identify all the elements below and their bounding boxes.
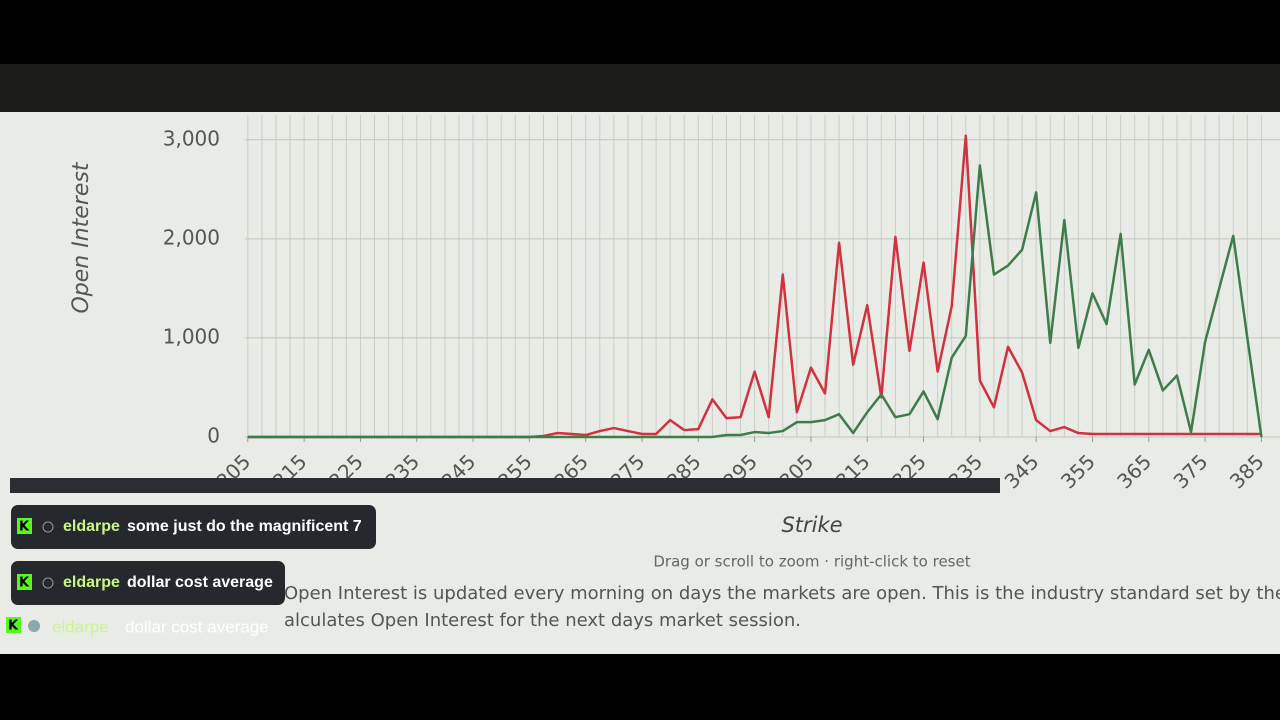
chat-user[interactable]: eldarpe — [52, 617, 109, 636]
y-tick-label: 1,000 — [163, 324, 220, 348]
y-tick-label: 2,000 — [163, 225, 220, 249]
chat-bubble — [11, 505, 376, 549]
chat-text: dollar cost average — [125, 617, 269, 636]
x-axis-title: Strike — [781, 513, 842, 537]
note-line: alculates Open Interest for the next day… — [284, 610, 801, 631]
badge — [17, 574, 32, 590]
chat-user[interactable]: eldarpe — [63, 574, 120, 591]
badge-letter: K — [8, 619, 19, 634]
chat-bubble — [11, 561, 285, 605]
icon — [42, 577, 54, 589]
badge — [6, 617, 21, 633]
icon — [28, 620, 40, 632]
icon — [42, 521, 54, 533]
series-line — [247, 164, 1263, 439]
chat-user[interactable]: eldarpe — [63, 518, 120, 535]
zoom-hint: Drag or scroll to zoom · right-click to … — [653, 553, 970, 571]
badge-letter: K — [19, 576, 30, 591]
badge-letter: K — [19, 520, 30, 535]
chat-bar — [10, 478, 1000, 493]
badge — [17, 518, 32, 534]
note-line: Open Interest is updated every morning o… — [284, 583, 1280, 604]
chat-text: some just do the magnificent 7 — [127, 518, 362, 535]
chat-text: dollar cost average — [127, 574, 273, 591]
y-axis-title: Open Interest — [69, 161, 94, 313]
y-tick-label: 0 — [207, 424, 220, 448]
y-tick-label: 3,000 — [163, 126, 220, 150]
header-band — [0, 64, 1280, 112]
